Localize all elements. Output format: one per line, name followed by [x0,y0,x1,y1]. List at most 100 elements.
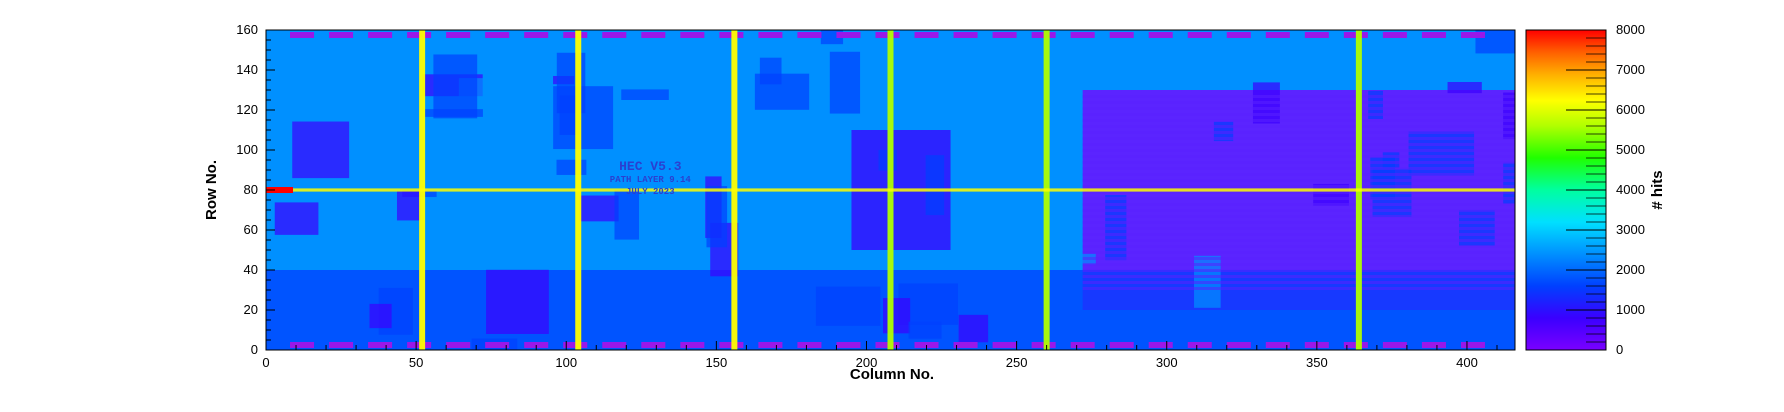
pad-bottom [1421,342,1446,348]
stripe [1082,233,1515,236]
stripe [1082,191,1515,194]
pad-bottom [1109,342,1134,348]
x-tick-label: 100 [555,355,577,370]
pixel-structure [925,155,945,216]
pad-bottom [485,342,510,348]
stripe [1082,143,1515,146]
pad-bottom [875,342,900,348]
pad-bottom [680,342,705,348]
z-tick-label: 8000 [1616,22,1645,37]
chip-label-text: JULY 2023 [626,187,675,197]
color-bar-axis: 0 1000 2000 3000 4000 5000 6000 7000 8000 [1566,22,1645,357]
pad-bottom [290,342,315,348]
stripe [1082,239,1515,242]
stripe [1082,149,1515,152]
y-tick-label: 140 [236,62,258,77]
x-axis-title: Column No. [850,366,934,383]
stripe [1082,119,1515,122]
pixel-structure [820,30,844,45]
pixel-structure [1503,162,1515,204]
z-tick-label: 6000 [1616,102,1645,117]
pad-bottom [992,342,1017,348]
pad-bottom [1226,342,1251,348]
y-tick-label: 40 [244,262,258,277]
x-tick-label: 350 [1306,355,1328,370]
stripe [1082,227,1515,230]
pixel-structure [908,321,942,339]
z-tick-label: 3000 [1616,222,1645,237]
pad-bottom [953,342,978,348]
pad-top [1109,32,1134,38]
pad-top [1304,32,1329,38]
pixel-structure [1475,30,1515,54]
pad-top [368,32,393,38]
stripe [1082,101,1515,104]
y-axis: 0 20 40 60 80 100 120 140 160 [236,22,275,357]
stripe [1082,107,1515,110]
stripe [1082,173,1515,176]
stripe [1082,113,1515,116]
stripe [1082,287,1515,290]
pad-top [290,32,315,38]
x-tick-label: 400 [1456,355,1478,370]
stripe [1082,155,1515,158]
pad-top [524,32,549,38]
pad-bottom [836,342,861,348]
pad-top [914,32,939,38]
pad-top [641,32,666,38]
pixel-structure [396,191,422,221]
pad-bottom [602,342,627,348]
pixel-structure [274,202,319,235]
pixel-structure [515,173,545,182]
pad-bottom [1070,342,1095,348]
pad-top [758,32,783,38]
y-tick-label: 120 [236,102,258,117]
pixel-structure [553,86,614,150]
stripe [1082,215,1515,218]
pad-bottom [719,342,744,348]
pad-bottom [797,342,822,348]
pad-top [680,32,705,38]
stripe [1082,263,1515,266]
pixel-structure [579,195,619,222]
z-tick-label: 7000 [1616,62,1645,77]
y-tick-label: 100 [236,142,258,157]
pad-top [1070,32,1095,38]
pixel-structure [757,108,810,131]
stripe [1082,209,1515,212]
stripe [1082,269,1515,272]
hot-spot [266,187,294,193]
pixel-structure [1447,81,1482,94]
pad-top [1421,32,1446,38]
pad-bottom [1148,342,1173,348]
pad-top [719,32,744,38]
pad-top [1187,32,1212,38]
stripe [1082,197,1515,200]
stripe [1082,125,1515,128]
bright-row [266,188,1515,192]
pixel-structure [1064,253,1096,265]
x-tick-label: 0 [262,355,269,370]
z-tick-label: 1000 [1616,302,1645,317]
pad-bottom [563,342,588,348]
pixel-structure [889,30,938,60]
pad-top [875,32,900,38]
pad-bottom [641,342,666,348]
pad-bottom [1460,342,1485,348]
x-tick-label: 250 [1006,355,1028,370]
stripe [1082,221,1515,224]
pixel-structure [1382,152,1400,169]
z-tick-label: 4000 [1616,182,1645,197]
pad-top [563,32,588,38]
y-tick-label: 0 [251,342,258,357]
stripe [1082,251,1515,254]
pixel-structure [829,51,861,114]
stripe [1082,245,1515,248]
y-tick-label: 160 [236,22,258,37]
chip-label-text: PATH LAYER 9.14 [610,175,692,185]
stripe [1082,137,1515,140]
heatmap-cells [266,30,1515,350]
pad-top [797,32,822,38]
pad-bottom [1187,342,1212,348]
